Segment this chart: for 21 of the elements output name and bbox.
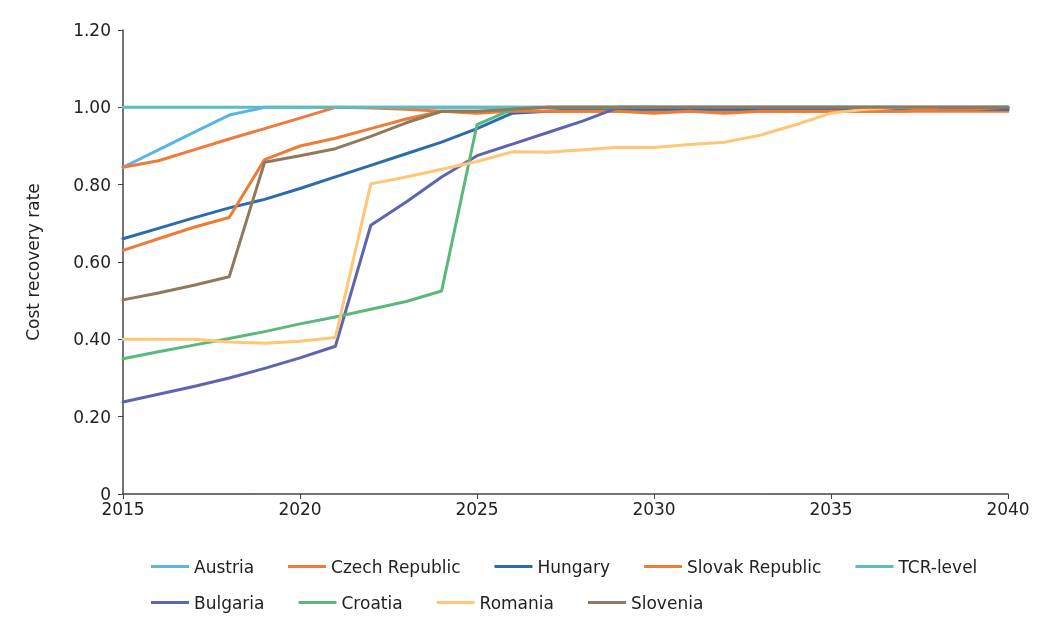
- legend-label: Czech Republic: [331, 556, 461, 577]
- y-tick-label: 0.80: [73, 174, 111, 195]
- legend-label: Slovenia: [630, 592, 704, 613]
- y-tick-label: 0.60: [73, 252, 111, 272]
- x-tick-label: 2035: [809, 498, 853, 519]
- x-tick-label: 2025: [455, 498, 499, 519]
- legend-label: Croatia: [341, 592, 403, 613]
- legend-label: Bulgaria: [194, 592, 265, 613]
- x-tick-label: 2020: [278, 498, 322, 519]
- x-tick-label: 2040: [986, 498, 1030, 519]
- y-tick-label: 0.40: [73, 329, 111, 350]
- y-axis-title: Cost recovery rate: [22, 183, 43, 341]
- x-tick-label: 2030: [632, 498, 676, 519]
- legend-label: Austria: [194, 556, 255, 577]
- y-tick-label: 1.20: [73, 20, 111, 40]
- legend-label: Hungary: [537, 556, 611, 577]
- legend-label: Romania: [479, 592, 554, 613]
- y-tick-label: 1.00: [73, 97, 111, 118]
- legend-label: TCR-level: [897, 556, 978, 577]
- legend-label: Slovak Republic: [687, 556, 822, 577]
- y-tick-label: 0.20: [73, 406, 111, 427]
